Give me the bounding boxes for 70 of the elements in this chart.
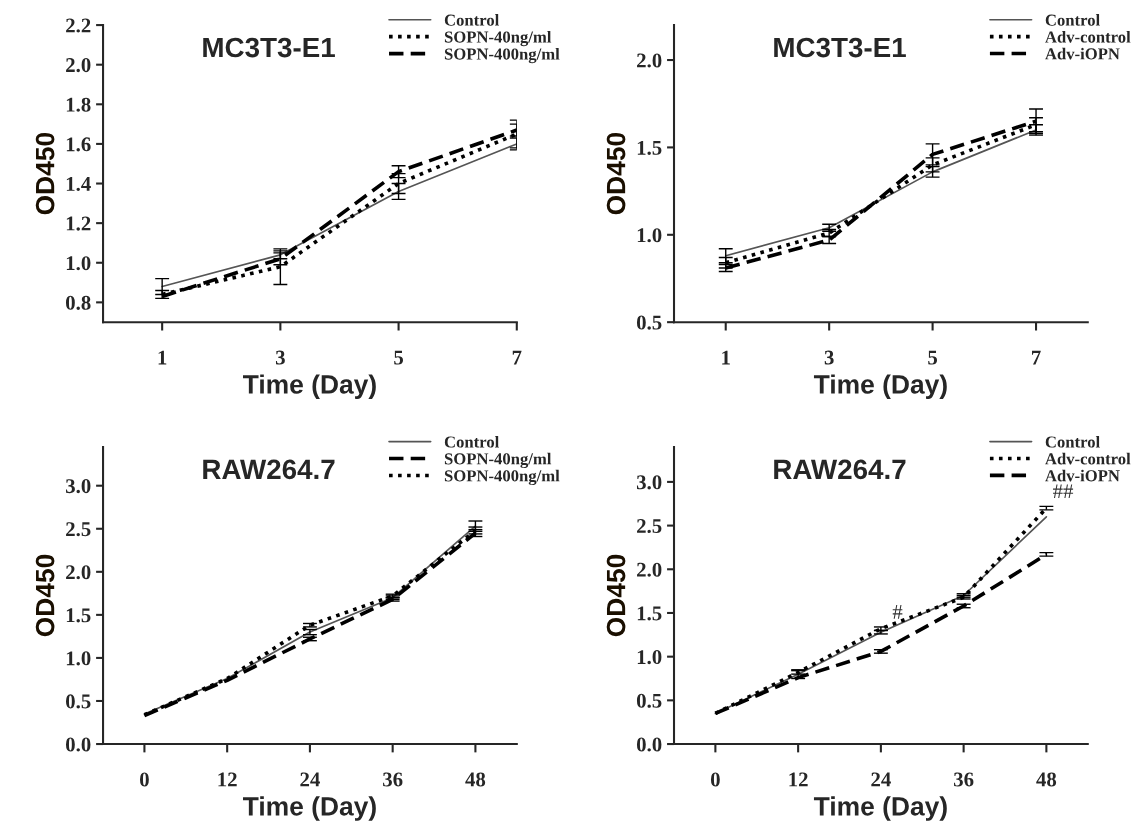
x-tick-label: 48 — [1036, 772, 1057, 787]
y-tick-label: 1.0 — [637, 650, 662, 665]
y-tick-label: 1.8 — [66, 97, 91, 112]
y-tick-label: 0.0 — [636, 737, 662, 752]
legend-label: SOPN-40ng/ml — [444, 30, 552, 47]
x-tick-label: 3 — [824, 350, 834, 365]
x-tick-label: 7 — [512, 350, 522, 365]
y-axis-title: OD450 — [35, 132, 55, 215]
y-tick-label: 1.0 — [637, 228, 662, 243]
y-axis-title: OD450 — [35, 554, 55, 637]
x-tick-label: 0 — [710, 772, 720, 787]
chart-title: MC3T3-E1 — [774, 37, 906, 58]
chart-title: MC3T3-E1 — [203, 37, 335, 58]
x-tick-label: 12 — [789, 772, 808, 787]
legend-label: Adv-control — [1045, 452, 1131, 465]
x-tick-label: 0 — [140, 772, 149, 787]
y-tick-label: 2.0 — [66, 565, 91, 580]
y-tick-label: 2.5 — [66, 522, 91, 537]
x-tick-label: 5 — [928, 350, 938, 365]
y-tick-label: 2.2 — [66, 18, 91, 33]
annotation: ## — [1053, 484, 1074, 499]
x-tick-label: 48 — [465, 772, 486, 787]
legend-label: Control — [1045, 435, 1100, 448]
legend-label: SOPN-400ng/ml — [444, 47, 560, 64]
legend-label: SOPN-400ng/ml — [444, 469, 560, 486]
x-tick-label: 1 — [722, 350, 730, 365]
chart-title: RAW264.7 — [774, 459, 906, 480]
y-tick-label: 2.0 — [637, 53, 662, 68]
legend-label: Control — [444, 435, 499, 448]
y-tick-label: 3.0 — [65, 479, 91, 494]
x-tick-label: 3 — [275, 350, 285, 365]
y-tick-label: 0.5 — [66, 694, 91, 709]
x-tick-label: 36 — [383, 772, 403, 787]
y-tick-label: 1.5 — [637, 606, 662, 621]
y-tick-label: 3.0 — [636, 475, 662, 490]
x-tick-label: 5 — [394, 350, 404, 365]
y-tick-label: 1.6 — [66, 137, 91, 152]
legend-label: Control — [444, 14, 499, 26]
x-tick-label: 24 — [871, 772, 891, 787]
y-tick-label: 1.0 — [66, 651, 91, 666]
y-tick-label: 1.5 — [66, 608, 91, 623]
chart-title: RAW264.7 — [203, 459, 335, 480]
x-axis-title: Time (Day) — [243, 796, 376, 821]
annotation: # — [892, 605, 903, 619]
y-tick-label: 1.5 — [637, 140, 662, 155]
legend-label: Control — [1045, 14, 1100, 26]
x-axis-title: Time (Day) — [813, 796, 947, 821]
y-tick-label: 0.5 — [636, 693, 662, 708]
y-tick-label: 2.5 — [637, 519, 662, 534]
y-tick-label: 1.4 — [66, 177, 91, 192]
y-tick-label: 1.0 — [66, 256, 91, 271]
x-tick-label: 1 — [158, 350, 167, 365]
y-tick-label: 0.5 — [636, 315, 662, 330]
x-tick-label: 7 — [1032, 350, 1041, 365]
legend-label: Adv-iOPN — [1045, 469, 1120, 482]
y-axis-title: OD450 — [606, 554, 626, 637]
x-axis-title: Time (Day) — [243, 374, 376, 399]
y-tick-label: 1.2 — [66, 216, 91, 231]
legend-label: SOPN-40ng/ml — [444, 452, 552, 469]
y-tick-label: 0.8 — [66, 295, 91, 310]
y-tick-label: 2.0 — [637, 562, 662, 577]
legend-label: Adv-control — [1045, 30, 1131, 43]
x-tick-label: 36 — [954, 772, 974, 787]
x-tick-label: 12 — [218, 772, 237, 787]
y-axis-title: OD450 — [606, 132, 626, 215]
x-tick-label: 24 — [300, 772, 320, 787]
legend-label: Adv-iOPN — [1045, 47, 1120, 60]
y-tick-label: 0.0 — [66, 737, 91, 752]
x-axis-title: Time (Day) — [813, 374, 947, 399]
y-tick-label: 2.0 — [66, 58, 91, 73]
